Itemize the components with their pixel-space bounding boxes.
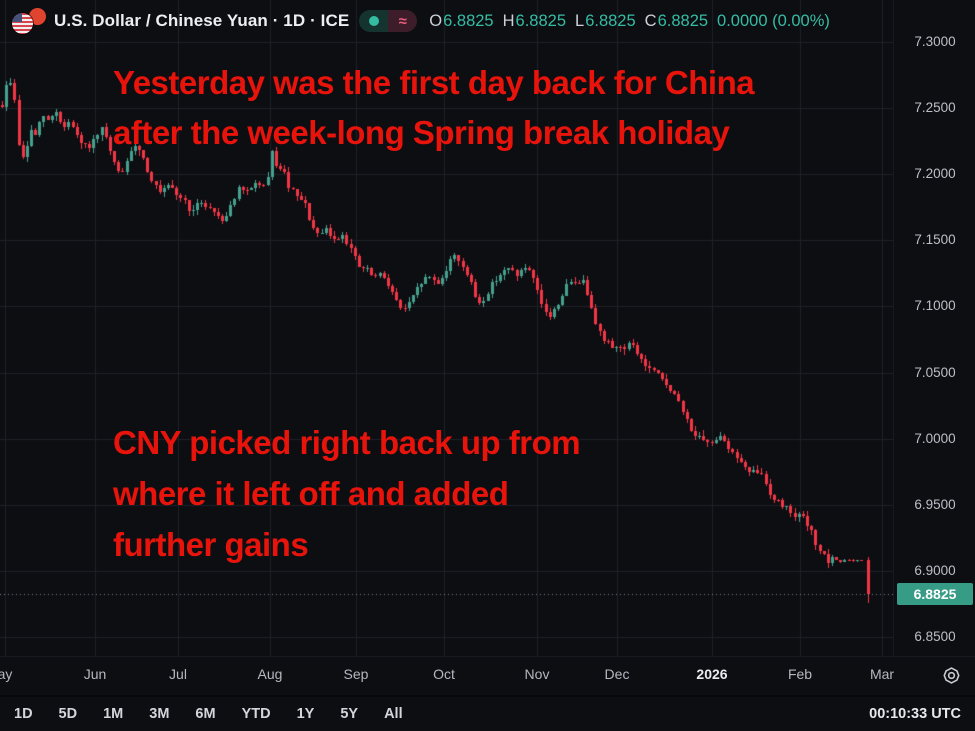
clock-utc[interactable]: 00:10:33 UTC	[869, 706, 961, 722]
time-tick-label: Feb	[787, 666, 813, 682]
close-value: 6.8825	[657, 11, 709, 30]
price-tick-label: 6.9000	[914, 562, 956, 578]
price-tick-label: 7.0500	[914, 364, 956, 380]
range-button-1d[interactable]: 1D	[14, 706, 33, 722]
price-tick-label: 7.1500	[914, 232, 956, 248]
symbol-title[interactable]: U.S. Dollar / Chinese Yuan · 1D · ICE	[54, 11, 350, 30]
chart-plot-area[interactable]: Yesterday was the first day back for Chi…	[0, 0, 893, 656]
range-button-5y[interactable]: 5Y	[340, 706, 359, 722]
china-flag-icon	[29, 8, 46, 25]
chart-legend: U.S. Dollar / Chinese Yuan · 1D · ICE ≈ …	[0, 0, 893, 42]
time-tick-label: Jul	[169, 666, 187, 682]
range-button-1m[interactable]: 1M	[103, 706, 124, 722]
candlestick-canvas[interactable]	[0, 0, 893, 656]
last-price-label: 6.8825	[897, 582, 973, 605]
time-tick-label: Dec	[604, 666, 630, 682]
time-tick-label: ay	[0, 666, 13, 682]
currency-pair-flags-icon	[12, 8, 46, 34]
price-tick-label: 7.3000	[914, 34, 956, 49]
range-button-5d[interactable]: 5D	[58, 706, 78, 722]
price-tick-label: 7.2000	[914, 166, 956, 182]
range-button-3m[interactable]: 3M	[149, 706, 170, 722]
range-button-all[interactable]: All	[384, 706, 403, 722]
price-tick-label: 7.2500	[914, 100, 956, 116]
time-tick-label: Mar	[869, 666, 895, 682]
ohlc-readout: O 6.8825 H 6.8825 L 6.8825 C 6.8825 0.00…	[429, 12, 830, 31]
low-value: 6.8825	[585, 11, 636, 30]
us-flag-icon	[12, 13, 33, 34]
low-label: L	[575, 11, 585, 30]
market-status-pill[interactable]: ≈	[359, 10, 418, 32]
price-tick-label: 6.9500	[914, 496, 956, 512]
time-tick-label: Aug	[257, 666, 283, 682]
time-axis[interactable]: ay Jun Jul Aug Sep Oct Nov Dec 2026 Feb Mar	[0, 656, 975, 696]
price-tick-label: 6.8500	[914, 628, 956, 644]
range-button-6m[interactable]: 6M	[195, 706, 216, 722]
price-tick-label: 7.1000	[914, 298, 956, 314]
close-label: C	[644, 11, 657, 30]
time-tick-label: Jun	[83, 666, 107, 682]
time-tick-label: Sep	[343, 666, 369, 682]
high-label: H	[502, 11, 515, 30]
price-tick-label: 7.0000	[914, 430, 956, 446]
open-value: 6.8825	[443, 11, 494, 30]
range-buttons-group: 1D 5D 1M 3M 6M YTD 1Y 5Y All	[14, 706, 429, 722]
open-label: O	[429, 11, 443, 30]
change-value: 0.0000 (0.00%)	[717, 11, 830, 30]
time-tick-label: 2026	[696, 666, 728, 682]
delayed-data-icon: ≈	[388, 10, 418, 32]
time-tick-label: Oct	[433, 666, 455, 682]
time-tick-label: Nov	[524, 666, 550, 682]
market-open-dot-icon	[359, 10, 389, 32]
range-button-ytd[interactable]: YTD	[241, 706, 271, 722]
high-value: 6.8825	[515, 11, 566, 30]
price-axis[interactable]: 6.8825 7.3000 7.2500 7.2000 7.1500 7.1000 7.0…	[893, 0, 975, 656]
range-toolbar: 1D 5D 1M 3M 6M YTD 1Y 5Y All 00:10:33 UTC	[0, 695, 975, 731]
range-button-1y[interactable]: 1Y	[296, 706, 315, 722]
axis-settings-gear-icon[interactable]	[942, 666, 961, 685]
